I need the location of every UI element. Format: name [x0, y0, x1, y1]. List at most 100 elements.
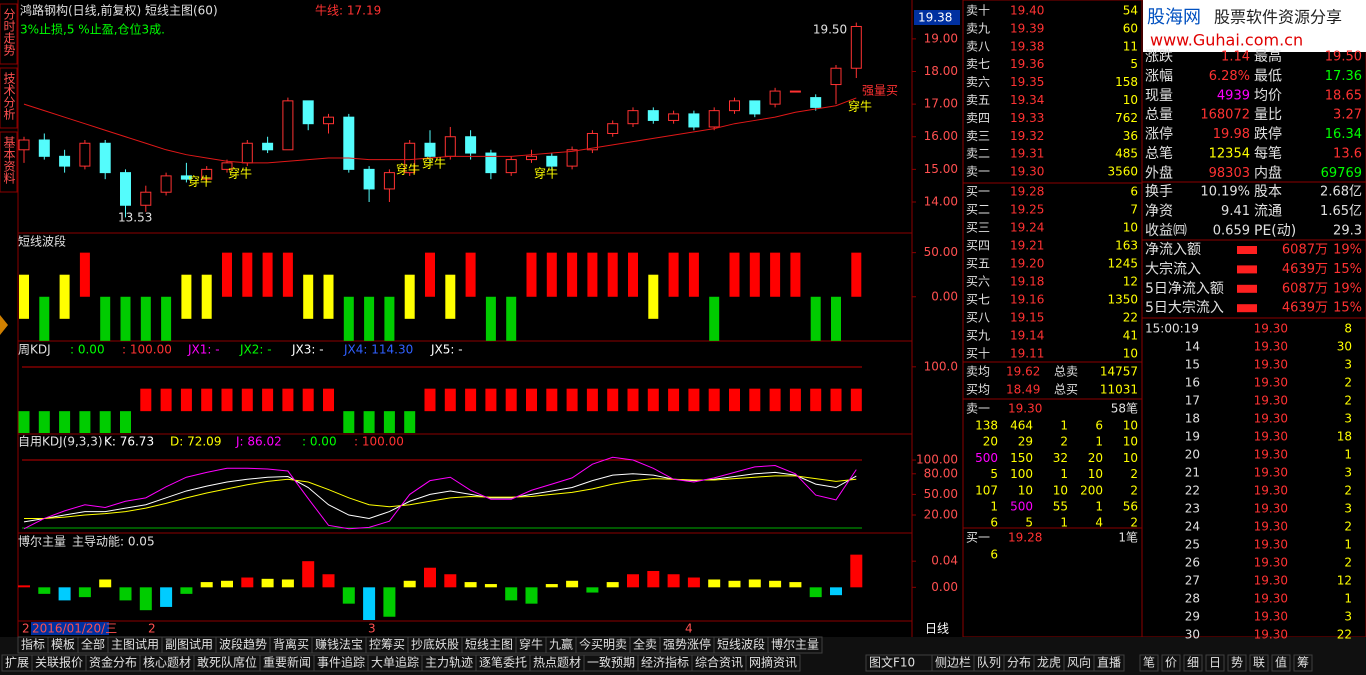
tab-label[interactable]: 侧边栏	[935, 655, 971, 670]
tab-label[interactable]: 扩展	[5, 656, 29, 670]
date-label: 2	[148, 622, 156, 636]
book-volume: 10	[1123, 347, 1138, 361]
tab-label[interactable]: 一致预期	[587, 656, 635, 670]
volume-bar	[667, 574, 680, 588]
volume-bar	[18, 585, 30, 588]
tab-label[interactable]: 控筹买	[369, 638, 405, 652]
tab-label[interactable]: 网摘资讯	[749, 655, 797, 670]
tab-label[interactable]: 模板	[51, 638, 75, 652]
tab-label[interactable]: 强势涨停	[663, 637, 711, 652]
book-volume: 22	[1123, 311, 1138, 325]
tab[interactable]	[745, 654, 801, 672]
tab-label[interactable]: 直播	[1097, 656, 1121, 670]
tab-label[interactable]: 关联报价	[35, 655, 83, 670]
volume-bar	[261, 578, 274, 588]
tab-label[interactable]: 队列	[977, 655, 1001, 670]
tab-label[interactable]: 笔	[1143, 655, 1155, 670]
tab-label[interactable]: 全卖	[633, 637, 657, 652]
tab-label[interactable]: 事件追踪	[317, 655, 365, 670]
annotation: 穿牛	[188, 174, 212, 189]
signal-bar	[99, 411, 111, 433]
side-tab-box[interactable]	[0, 131, 18, 193]
tick-time: 19	[1185, 430, 1200, 444]
tab-label[interactable]: 九赢	[549, 637, 573, 652]
tab-label[interactable]: 赚钱法宝	[315, 637, 363, 652]
tab-label[interactable]: 筹	[1297, 656, 1309, 670]
collapse-arrow[interactable]	[0, 315, 8, 335]
tab-label[interactable]: 热点题材	[533, 656, 581, 670]
tab-label[interactable]: 价	[1165, 656, 1177, 670]
tab-label[interactable]: 日	[1209, 656, 1221, 670]
tab-label[interactable]: 背离买	[273, 637, 309, 652]
queue-order: 55	[1053, 500, 1068, 514]
side-tab-box[interactable]	[0, 3, 18, 65]
tab-label[interactable]: 资金分布	[89, 655, 137, 670]
tab-label[interactable]: 综合资讯	[695, 655, 743, 670]
tab-label[interactable]: 敢死队席位	[197, 655, 257, 670]
tab[interactable]	[1161, 654, 1181, 672]
stat-label: 流通	[1254, 203, 1282, 219]
legend-item: K: 76.73	[104, 435, 154, 449]
stat-label: 均价	[1254, 88, 1282, 104]
last-price: 19.38	[918, 11, 952, 25]
tab-label[interactable]: 短线波段	[717, 637, 765, 652]
stat-value: 19.98	[1213, 127, 1250, 142]
side-tab[interactable]: 基本资料	[2, 136, 16, 184]
tab-label[interactable]: 图文F10	[869, 655, 915, 670]
candle-body	[38, 139, 50, 157]
signal-bar	[628, 252, 638, 297]
side-tab-box[interactable]	[0, 67, 18, 129]
tab-label[interactable]: 重要新闻	[263, 655, 311, 670]
tab-label[interactable]: 势	[1231, 656, 1243, 670]
tab[interactable]	[1271, 654, 1291, 672]
tab-label[interactable]: 博尔主量	[771, 637, 819, 652]
tab-label[interactable]: 主力轨迹	[425, 656, 473, 670]
queue-order: 32	[1053, 451, 1068, 465]
tab-label[interactable]: 细	[1187, 656, 1199, 670]
tab-label[interactable]: 风向	[1067, 655, 1091, 670]
tab-label[interactable]: 联	[1253, 656, 1265, 670]
period-label: 日线	[925, 622, 949, 636]
tab[interactable]	[1249, 654, 1269, 672]
tab-label[interactable]: 指标	[21, 637, 45, 652]
tab[interactable]	[1227, 654, 1247, 672]
tab-label[interactable]: 经济指标	[641, 655, 689, 670]
book-price: 19.21	[1010, 239, 1044, 253]
tab[interactable]	[1139, 654, 1159, 672]
tab-label[interactable]: 穿牛	[519, 637, 543, 652]
tab-label[interactable]: 今买明卖	[579, 637, 627, 652]
tab-label[interactable]: 抄底妖股	[411, 637, 459, 652]
legend-item: JX1: -	[187, 343, 220, 357]
tab-label[interactable]: 波段趋势	[219, 637, 267, 652]
queue-order: 1	[1060, 419, 1068, 433]
tab[interactable]	[1183, 654, 1203, 672]
side-tab[interactable]: 分时走势	[2, 8, 16, 56]
tab-label[interactable]: 主图试用	[111, 637, 159, 652]
queue-order: 20	[1088, 451, 1103, 465]
signal-bar	[790, 252, 801, 297]
tab[interactable]	[1293, 654, 1313, 672]
tab-label[interactable]: 龙虎	[1037, 656, 1061, 670]
signal-bar	[688, 252, 699, 297]
stat-label: 最低	[1254, 68, 1282, 84]
tab-label[interactable]: 逐笔委托	[479, 655, 527, 670]
tab-label[interactable]: 大单追踪	[371, 655, 419, 670]
tick-price: 19.30	[1254, 466, 1288, 480]
tab-label[interactable]: 核心题材	[143, 656, 191, 670]
book-label: 买一	[966, 185, 990, 199]
legend-item: : 100.00	[122, 343, 172, 357]
signal-bar	[59, 274, 70, 319]
panel-subtitle: 主导动能: 0.05	[72, 535, 155, 549]
tab-label[interactable]: 短线主图	[465, 638, 513, 652]
tab-label[interactable]: 全部	[81, 637, 105, 652]
tab-label[interactable]: 副图试用	[165, 637, 213, 652]
book-volume: 12	[1123, 275, 1138, 289]
panel-title: 自用KDJ(9,3,3)	[18, 435, 103, 449]
side-tab[interactable]: 技术分析	[2, 72, 16, 121]
tab-label[interactable]: 值	[1275, 655, 1287, 670]
tab[interactable]	[1205, 654, 1225, 672]
tab[interactable]	[767, 636, 823, 654]
tab[interactable]	[1093, 654, 1125, 672]
tab-label[interactable]: 分布	[1007, 656, 1031, 670]
candle-body	[647, 110, 659, 121]
